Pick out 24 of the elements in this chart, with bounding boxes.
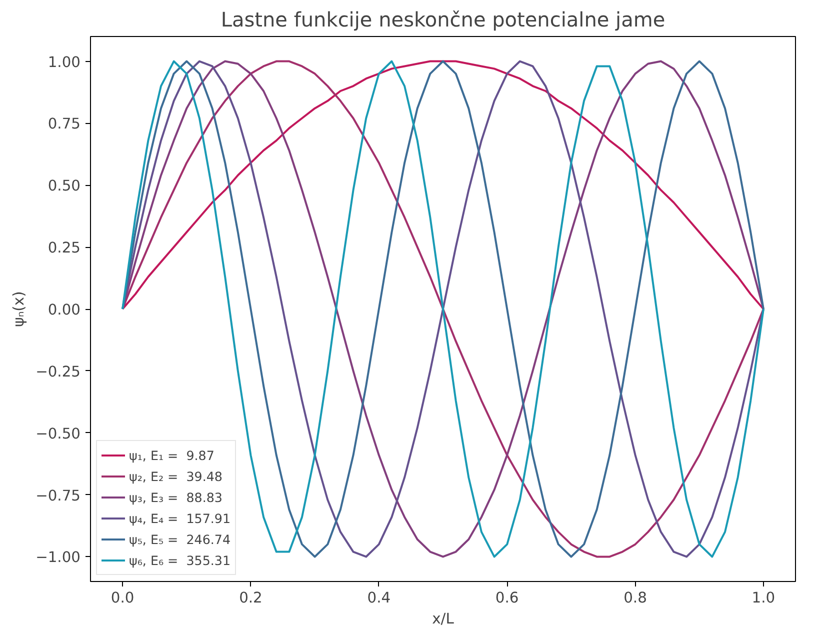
y-tick-label: 0.75 bbox=[48, 116, 81, 133]
chart-title: Lastne funkcije neskončne potencialne jame bbox=[220, 8, 666, 32]
x-axis-title: x/L bbox=[432, 610, 455, 628]
x-tick-label: 0.2 bbox=[239, 590, 262, 606]
y-tick-label: 1.00 bbox=[48, 54, 81, 71]
y-tick-label: −1.00 bbox=[36, 549, 81, 566]
y-tick-label: −0.50 bbox=[36, 425, 81, 442]
x-tick-label: 0.6 bbox=[495, 590, 519, 606]
y-axis-title: ψₙ(x) bbox=[10, 291, 28, 327]
legend-label: ψ₂, E₂ = 39.48 bbox=[129, 468, 222, 484]
legend-label: ψ₅, E₅ = 246.74 bbox=[129, 532, 230, 546]
legend-label: ψ₄, E₄ = 157.91 bbox=[129, 510, 230, 526]
x-tick-label: 1.0 bbox=[752, 590, 776, 606]
legend-label: ψ₁, E₁ = 9.87 bbox=[129, 448, 214, 462]
x-tick-label: 0.0 bbox=[110, 590, 134, 606]
legend-label: ψ₆, E₆ = 355.31 bbox=[129, 552, 230, 568]
y-tick-label: 0.25 bbox=[48, 240, 81, 257]
x-tick-label: 0.8 bbox=[624, 590, 647, 606]
x-tick-label: 0.4 bbox=[367, 590, 391, 606]
legend-label: ψ₃, E₃ = 88.83 bbox=[129, 490, 222, 504]
y-tick-label: 0.00 bbox=[48, 302, 81, 318]
y-tick-label: −0.25 bbox=[36, 363, 81, 380]
y-tick-label: −0.75 bbox=[36, 487, 81, 504]
y-tick-label: 0.50 bbox=[48, 178, 81, 195]
